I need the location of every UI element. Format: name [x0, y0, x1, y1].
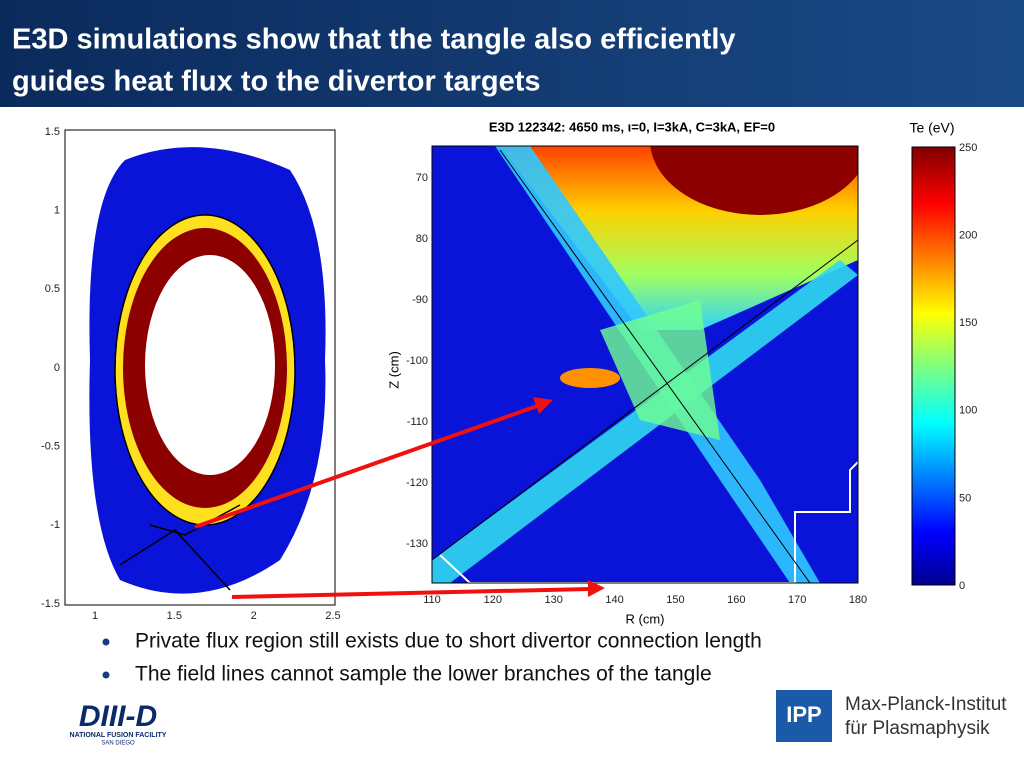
wall: [439, 461, 858, 583]
y-tick-label: -1.5: [41, 598, 60, 610]
diiid-line: SAN DIEGO: [101, 741, 135, 747]
lobe: [560, 368, 620, 388]
core-hole: [145, 255, 275, 475]
x-tick-label: 1: [92, 610, 98, 622]
y-tick-label: 100: [959, 405, 977, 417]
x-tick-label: 180: [849, 594, 867, 606]
x-label: R (cm): [626, 611, 665, 626]
ipp-line: für Plasmaphysik: [845, 718, 990, 739]
y-tick-label: 0.5: [45, 283, 60, 295]
bullet: The field lines cannot sample the lower …: [135, 663, 712, 686]
plot-title: E3D 122342: 4650 ms, ι=0, I=3kA, C=3kA, …: [489, 119, 775, 134]
x-tick-label: 1.5: [167, 610, 182, 622]
right-image: [432, 146, 858, 583]
x-tick-label: 170: [788, 594, 806, 606]
x-point: [600, 300, 720, 440]
colorbar: [911, 146, 956, 586]
arrow-head: [588, 580, 605, 597]
x-tick-label: 110: [423, 594, 441, 606]
x-tick-label: 160: [727, 594, 745, 606]
y-tick-label: -0.5: [41, 441, 60, 453]
y-tick-label: 50: [959, 492, 971, 504]
y-tick-label: 1.5: [45, 126, 60, 138]
x-tick-label: 140: [605, 594, 623, 606]
diiid-logo: DIII-D: [79, 700, 157, 733]
ipp-mark: IPP: [786, 702, 821, 727]
core: [650, 146, 858, 215]
colorbar-label: Te (eV): [909, 120, 954, 136]
y-tick-label: 80: [416, 233, 428, 245]
bullet-dot: [102, 638, 110, 646]
y-tick-label: 250: [959, 142, 977, 154]
x-tick-label: 2.5: [325, 610, 340, 622]
arrow: [194, 403, 541, 529]
field-lines: [432, 149, 858, 583]
x-tick-label: 120: [484, 594, 502, 606]
bullet: Private flux region still exists due to …: [135, 630, 762, 653]
y-tick-label: 0: [54, 362, 60, 374]
y-tick-label: -90: [412, 294, 428, 306]
diiid-line: NATIONAL FUSION FACILITY: [70, 732, 167, 739]
y-tick-label: -120: [406, 477, 428, 489]
x-tick-label: 2: [251, 610, 257, 622]
y-tick-label: 1: [54, 205, 60, 217]
title: E3D simulations show that the tangle als…: [12, 24, 736, 56]
arrow: [231, 587, 591, 599]
y-tick-label: 150: [959, 317, 977, 329]
separatrix-legs: [119, 504, 241, 591]
y-tick-label: 200: [959, 230, 977, 242]
ipp-box: [776, 690, 832, 742]
title: guides heat flux to the divertor targets: [12, 66, 541, 98]
y-tick-label: -100: [406, 355, 428, 367]
ipp-line: Max-Planck-Institut: [845, 694, 1007, 715]
y-tick-label: 70: [416, 172, 428, 184]
arrow-head: [533, 397, 553, 414]
title-bar: [0, 0, 1024, 107]
y-tick-label: 0: [959, 580, 965, 592]
x-tick-label: 150: [666, 594, 684, 606]
y-tick-label: -130: [406, 538, 428, 550]
bullet-dot: [102, 671, 110, 679]
leg-b: [432, 260, 858, 583]
y-tick-label: -1: [50, 519, 60, 531]
y-tick-label: -110: [407, 416, 428, 428]
right-axes: [431, 145, 859, 584]
y-label: Z (cm): [386, 351, 401, 389]
x-tick-label: 130: [545, 594, 563, 606]
